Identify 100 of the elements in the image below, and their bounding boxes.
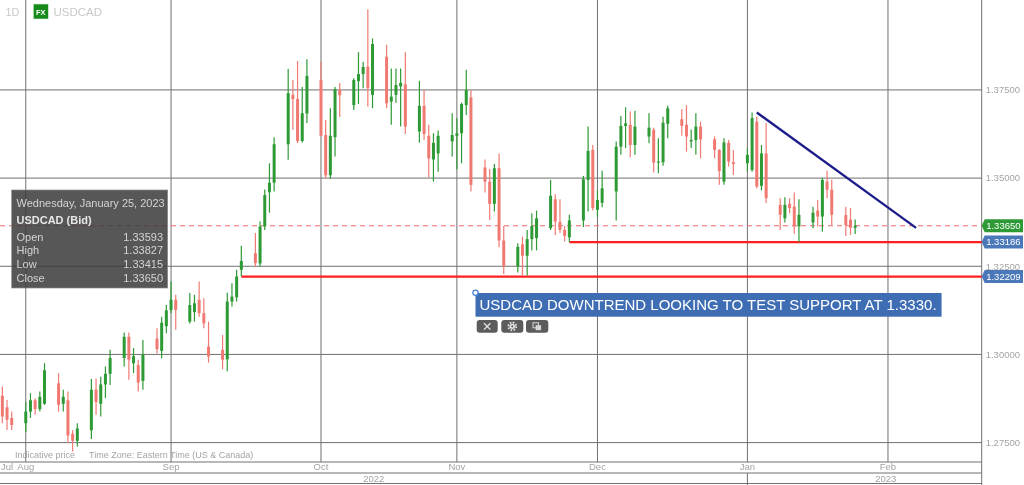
annotation: USDCAD (Bid): [16, 214, 92, 226]
candlestick: [197, 280, 201, 318]
candlestick: [647, 112, 651, 144]
candlestick: [792, 191, 796, 235]
candlestick: [10, 410, 14, 431]
candlestick: [253, 232, 257, 268]
candlestick: [694, 112, 698, 156]
candlestick: [516, 242, 520, 274]
candlestick: [464, 69, 468, 116]
candlestick: [745, 147, 749, 173]
candlestick: [394, 67, 398, 104]
candlestick: [778, 197, 782, 231]
y-tick-label: 1.37500: [985, 84, 1021, 96]
candlestick: [811, 206, 815, 229]
ref-line-label: 1.33650: [986, 220, 1021, 232]
candlestick: [155, 327, 159, 354]
candlestick: [75, 422, 79, 448]
candlestick: [713, 135, 717, 159]
candlestick: [207, 321, 211, 364]
candlestick: [595, 189, 599, 218]
candlestick: [99, 376, 103, 418]
candlestick: [628, 110, 632, 158]
candlestick: [656, 137, 660, 174]
candlestick: [558, 198, 562, 234]
candlestick: [188, 292, 192, 324]
candlestick: [844, 206, 848, 237]
annotation: USDCAD DOWNTREND LOOKING TO TEST SUPPORT AT 1.3330.: [479, 295, 937, 313]
y-tick-label: 1.27500: [985, 436, 1021, 448]
candlestick: [61, 389, 65, 413]
x-tick-label: Sep: [162, 460, 180, 472]
x-tick-label: Aug: [17, 460, 35, 472]
candlestick: [488, 168, 492, 221]
candlestick: [389, 67, 393, 126]
candlestick: [600, 170, 604, 208]
candlestick: [235, 269, 239, 303]
x-tick-label: Oct: [313, 460, 329, 472]
candlestick: [797, 198, 801, 243]
candlestick: [103, 365, 107, 399]
candlestick: [783, 196, 787, 224]
candlestick: [366, 8, 370, 108]
candlestick: [169, 280, 173, 314]
candlestick: [192, 294, 196, 323]
candlestick: [164, 304, 168, 334]
candlestick: [291, 79, 295, 131]
annotation: High: [16, 244, 40, 257]
text: 2023: [875, 473, 897, 485]
candlestick: [530, 212, 534, 251]
candlestick: [356, 51, 360, 105]
annotation: Wednesday, January 25, 2023: [16, 196, 165, 209]
y-tick-label: 1.35000: [985, 172, 1021, 184]
candlestick: [127, 331, 131, 381]
candlestick: [633, 110, 637, 156]
candlestick: [727, 139, 731, 168]
annotation: 1.33415: [123, 257, 163, 270]
annotation: Low: [16, 257, 37, 270]
candlestick: [848, 207, 852, 236]
candlestick: [427, 124, 431, 178]
candlestick: [132, 347, 136, 374]
data-label: 1.32209: [986, 270, 1021, 282]
candlestick: [436, 129, 440, 173]
x-tick-label: Jan: [739, 460, 756, 472]
candlestick: [221, 334, 225, 370]
candlestick: [431, 132, 435, 183]
candlestick: [684, 104, 688, 153]
candlestick: [525, 229, 529, 277]
candlestick: [825, 170, 829, 199]
candlestick: [816, 199, 820, 228]
candlestick: [567, 214, 571, 243]
annotation: 1.33650: [123, 271, 163, 284]
x-tick-label: Nov: [448, 460, 466, 472]
candlestick: [450, 112, 454, 158]
candlestick: [267, 162, 271, 214]
candlestick: [535, 209, 539, 251]
candlestick: [0, 385, 4, 424]
candlestick: [174, 294, 178, 331]
candlestick: [239, 245, 243, 278]
candlestick: [699, 121, 703, 159]
annotation: Close: [16, 271, 45, 284]
candlestick: [361, 61, 365, 89]
candlestick: [338, 82, 342, 118]
candlestick: [202, 297, 206, 329]
annotation: 1.33827: [123, 244, 163, 257]
x-tick-label: Dec: [589, 460, 607, 472]
candlestick: [108, 349, 112, 386]
candlestick: [71, 429, 75, 453]
candlestick: [624, 106, 628, 149]
candlestick: [717, 148, 721, 186]
candlestick: [57, 372, 61, 413]
text: 2022: [363, 473, 385, 485]
candlestick: [94, 377, 98, 416]
candlestick: [731, 149, 735, 176]
candlestick: [619, 115, 623, 156]
candlestick: [553, 193, 557, 236]
candlestick: [483, 158, 487, 194]
annotation: Open: [16, 230, 44, 243]
y-tick-label: 1.32500: [985, 260, 1021, 272]
x-tick-label: Jul: [0, 460, 14, 472]
candlestick: [520, 236, 524, 277]
candlestick: [28, 392, 32, 419]
candlestick: [24, 401, 28, 433]
